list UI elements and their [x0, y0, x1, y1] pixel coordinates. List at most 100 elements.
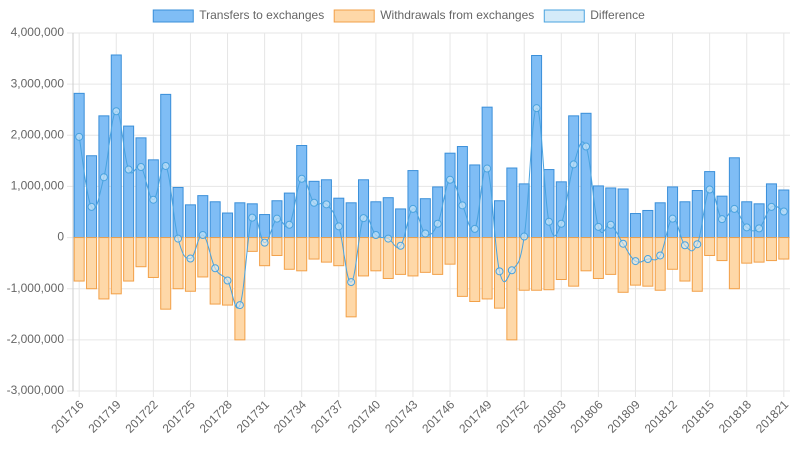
point: [643, 255, 652, 264]
bar: [605, 187, 617, 239]
bar: [184, 204, 196, 239]
point: [408, 204, 417, 213]
x-tick-label: 201728: [197, 397, 235, 435]
bar: [358, 237, 370, 277]
bar: [481, 237, 493, 300]
point: [557, 219, 566, 228]
x-tick-label: 201815: [679, 397, 717, 435]
bar: [765, 237, 777, 262]
bar: [728, 157, 740, 239]
point: [384, 234, 393, 243]
bar: [73, 237, 85, 282]
bar: [345, 202, 357, 239]
point: [668, 214, 677, 223]
x-tick-label: 201812: [642, 397, 680, 435]
point: [767, 202, 776, 211]
point: [532, 104, 541, 113]
x-tick-label: 201746: [419, 397, 457, 435]
bar: [271, 237, 283, 256]
bar: [123, 125, 135, 239]
bar: [469, 237, 481, 302]
x-tick-label: 201821: [753, 397, 791, 435]
bar: [407, 170, 419, 239]
bar: [580, 112, 592, 239]
bar: [605, 237, 617, 275]
bar: [642, 209, 654, 239]
bar: [753, 203, 765, 239]
bar: [555, 237, 567, 281]
bar: [197, 237, 209, 278]
x-tick-label: 201725: [160, 397, 198, 435]
bar: [679, 237, 691, 282]
bar: [160, 237, 172, 310]
x-tick-label: 201734: [271, 397, 309, 435]
legend: Transfers to exchanges Withdrawals from e…: [152, 8, 645, 23]
y-tick-label: -3,000,000: [7, 383, 65, 397]
point: [421, 229, 430, 238]
point: [470, 224, 479, 233]
bar: [444, 237, 456, 265]
bar: [432, 237, 444, 275]
point: [594, 222, 603, 231]
point: [136, 162, 145, 171]
point: [680, 241, 689, 250]
bar: [531, 237, 543, 291]
point: [705, 185, 714, 194]
point: [755, 224, 764, 233]
bar: [135, 137, 147, 239]
point: [520, 232, 529, 241]
bar: [234, 202, 246, 239]
point: [718, 215, 727, 224]
x-tick-label: 201737: [308, 397, 346, 435]
x-tick-label: 201809: [605, 397, 643, 435]
legend-swatch: [333, 9, 375, 23]
y-tick-label: 1,000,000: [11, 179, 65, 193]
legend-label: Difference: [590, 8, 645, 22]
bar: [456, 237, 468, 297]
point: [569, 160, 578, 169]
x-tick-label: 201722: [123, 397, 161, 435]
bar: [617, 188, 629, 239]
bar: [629, 213, 641, 239]
point: [211, 264, 220, 273]
bar: [86, 237, 98, 290]
point: [606, 220, 615, 229]
x-tick-label: 201803: [530, 397, 568, 435]
point: [359, 214, 368, 223]
bar: [370, 237, 382, 272]
point: [161, 161, 170, 170]
bar: [110, 237, 122, 295]
bar: [531, 55, 543, 239]
x-tick-label: 201749: [456, 397, 494, 435]
point: [742, 223, 751, 232]
bar: [592, 237, 604, 279]
bar: [667, 237, 679, 270]
point: [272, 214, 281, 223]
point: [446, 175, 455, 184]
bar: [728, 237, 740, 290]
legend-label: Transfers to exchanges: [199, 8, 324, 22]
point: [149, 195, 158, 204]
point: [198, 231, 207, 240]
bar: [741, 201, 753, 239]
point: [656, 251, 665, 260]
x-tick-label: 201818: [716, 397, 754, 435]
bar: [654, 202, 666, 239]
y-tick-label: 0: [57, 230, 64, 244]
bar: [741, 237, 753, 264]
bar: [704, 171, 716, 239]
bar: [283, 237, 295, 270]
point: [371, 231, 380, 240]
bar: [358, 179, 370, 239]
bar: [308, 237, 320, 260]
bar: [753, 237, 765, 263]
point: [223, 276, 232, 285]
bar: [172, 237, 184, 290]
bar: [543, 237, 555, 291]
bar: [395, 208, 407, 239]
point: [693, 240, 702, 249]
bar: [568, 237, 580, 287]
y-tick-label: 4,000,000: [11, 25, 65, 39]
bar: [493, 200, 505, 239]
